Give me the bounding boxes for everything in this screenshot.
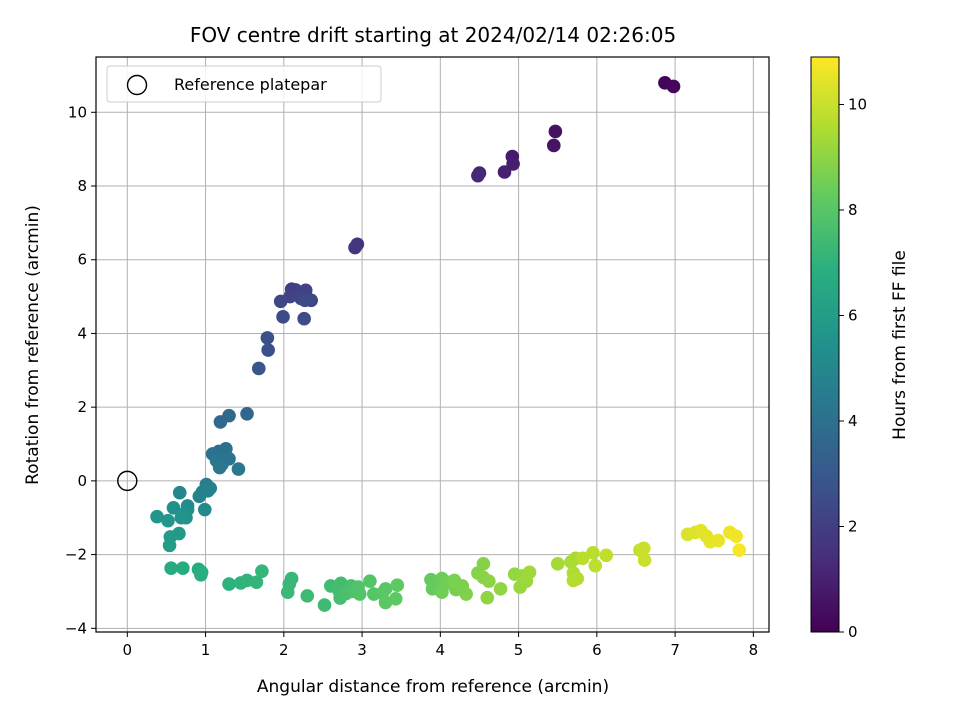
legend-label: Reference platepar	[174, 75, 327, 94]
data-point	[297, 311, 311, 326]
colorbar-tick-label: 10	[848, 95, 867, 113]
data-point	[222, 577, 236, 591]
data-point	[212, 460, 227, 475]
data-point	[480, 590, 495, 605]
legend-box	[106, 65, 382, 103]
data-point	[194, 568, 208, 582]
x-tick-label: 8	[749, 641, 759, 659]
data-point	[666, 79, 681, 94]
colorbar-ticks: 0 2 4 6 8 10	[839, 95, 867, 641]
data-point	[506, 157, 520, 171]
data-point	[300, 589, 315, 603]
data-point	[192, 489, 207, 504]
x-axis-label: Angular distance from reference (arcmin)	[257, 677, 609, 697]
data-points	[117, 76, 747, 612]
data-point	[363, 574, 377, 588]
data-point	[522, 565, 537, 580]
data-point	[161, 513, 175, 528]
y-tick-label: 6	[77, 251, 87, 269]
data-point	[459, 587, 473, 601]
data-point	[176, 561, 190, 576]
data-point	[482, 574, 496, 588]
data-point	[636, 541, 651, 556]
data-point	[348, 240, 362, 255]
data-point	[548, 124, 563, 139]
data-point	[260, 331, 275, 345]
data-point	[435, 585, 449, 599]
data-point	[231, 462, 246, 476]
data-point	[261, 343, 275, 357]
x-tick-label: 2	[279, 641, 289, 659]
data-point	[317, 598, 332, 612]
colorbar-tick-label: 0	[848, 623, 858, 641]
data-point	[471, 168, 485, 183]
x-tick-label: 4	[436, 641, 446, 659]
chart-title: FOV centre drift starting at 2024/02/14 …	[190, 23, 676, 47]
data-point	[172, 485, 187, 500]
colorbar-gradient	[810, 56, 840, 633]
data-point	[550, 557, 565, 571]
x-tick-label: 1	[201, 641, 211, 659]
grid-lines	[96, 57, 769, 632]
data-point	[566, 573, 581, 588]
data-point	[390, 578, 405, 592]
data-point	[729, 529, 743, 543]
data-point	[637, 553, 652, 567]
data-point	[276, 310, 290, 324]
y-tick-label: −2	[65, 546, 87, 564]
y-tick-label: 0	[77, 472, 87, 490]
colorbar-label: Hours from first FF file	[890, 250, 910, 440]
data-point	[164, 561, 178, 576]
y-tick-label: 4	[77, 324, 87, 342]
colorbar-tick-label: 2	[848, 517, 858, 535]
data-point	[174, 510, 189, 525]
data-point	[249, 575, 264, 590]
data-point	[378, 582, 393, 596]
x-axis-ticks: 0 1 2 3 4 5 6 7 8	[123, 632, 759, 659]
colorbar-tick-label: 6	[848, 306, 858, 324]
data-point	[588, 558, 603, 573]
x-tick-label: 6	[592, 641, 602, 659]
y-tick-label: 2	[77, 398, 87, 416]
data-point	[150, 509, 164, 524]
y-axis-ticks: −4 −2 0 2 4 6 8 10	[65, 103, 96, 637]
data-point	[298, 293, 312, 308]
reference-platepar-marker	[117, 470, 138, 492]
data-point	[493, 582, 508, 596]
data-point	[575, 551, 590, 566]
data-point	[251, 361, 266, 376]
data-point	[388, 592, 403, 606]
x-tick-label: 7	[670, 641, 680, 659]
data-point	[255, 564, 269, 578]
data-point	[240, 406, 254, 421]
y-tick-label: 10	[68, 103, 87, 121]
legend: Reference platepar	[106, 65, 382, 103]
data-point	[197, 502, 212, 517]
data-point	[352, 587, 367, 601]
data-point	[213, 415, 228, 429]
colorbar-tick-label: 4	[848, 412, 858, 430]
plot-frame	[95, 56, 770, 633]
y-tick-label: 8	[77, 177, 87, 195]
data-point	[476, 557, 491, 571]
data-point	[586, 545, 600, 560]
data-point	[599, 548, 614, 563]
data-point	[162, 538, 177, 553]
x-tick-label: 3	[357, 641, 367, 659]
data-point	[273, 294, 288, 309]
colorbar-tick-label: 8	[848, 201, 858, 219]
data-point	[280, 585, 295, 599]
x-tick-label: 0	[123, 641, 133, 659]
y-tick-label: −4	[65, 619, 87, 637]
data-point	[166, 500, 181, 515]
data-point	[711, 533, 725, 548]
data-point	[497, 165, 512, 179]
data-point	[546, 138, 561, 153]
colorbar: 0 2 4 6 8 10 Hours from first FF file	[810, 56, 910, 641]
legend-reference-marker	[126, 74, 148, 96]
x-tick-label: 5	[514, 641, 524, 659]
y-axis-label: Rotation from reference (arcmin)	[23, 205, 43, 485]
data-point	[732, 543, 747, 557]
